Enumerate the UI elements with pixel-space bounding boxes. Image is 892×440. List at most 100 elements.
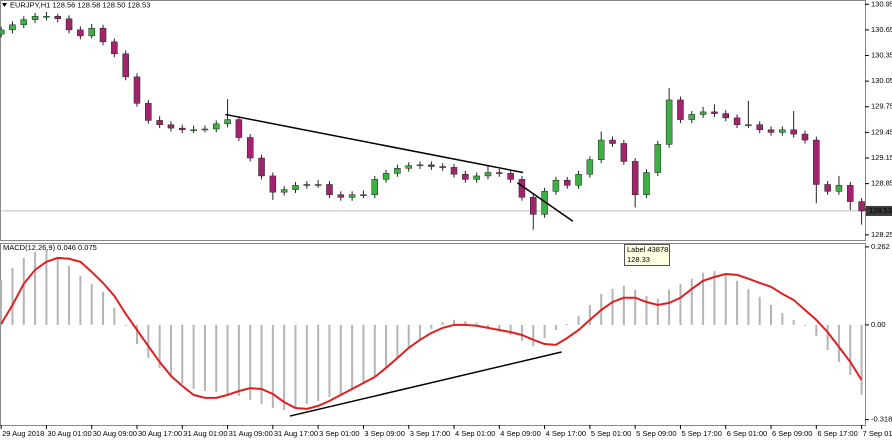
candle-body bbox=[643, 172, 650, 195]
histogram-bar bbox=[249, 324, 252, 400]
histogram-bar bbox=[634, 289, 637, 325]
candle-body bbox=[711, 111, 718, 114]
candle-body bbox=[654, 144, 662, 173]
candle-body bbox=[779, 129, 786, 133]
histogram-bar bbox=[113, 307, 116, 325]
candle-body bbox=[835, 185, 843, 192]
candle-body bbox=[167, 124, 175, 129]
histogram-bar bbox=[747, 288, 750, 325]
candle-body bbox=[133, 76, 141, 104]
price-title: EURJPY,H1 128.56 128.58 128.50 128.53 bbox=[10, 0, 150, 9]
histogram-bar bbox=[498, 324, 501, 330]
histogram-bar bbox=[102, 291, 105, 325]
candle-body bbox=[246, 137, 254, 159]
candle-body bbox=[77, 29, 84, 37]
candle-body bbox=[371, 179, 379, 195]
candle-body bbox=[722, 113, 729, 119]
candle-body bbox=[462, 173, 469, 180]
histogram-bar bbox=[34, 251, 37, 325]
candle-body bbox=[790, 129, 797, 135]
x-tick-label: 3 Sep 17:00 bbox=[410, 429, 450, 438]
candle-body bbox=[213, 123, 220, 130]
candle-body bbox=[99, 27, 107, 43]
candle-body bbox=[733, 117, 741, 125]
x-tick-label: 5 Sep 01:00 bbox=[591, 429, 631, 438]
x-tick-label: 3 Sep 09:00 bbox=[364, 429, 404, 438]
candle-body bbox=[530, 197, 537, 215]
histogram-bar bbox=[68, 265, 71, 325]
candle-body bbox=[54, 15, 61, 20]
histogram-bar bbox=[294, 324, 297, 409]
histogram-bar bbox=[385, 324, 388, 368]
x-tick-label: 31 Aug 09:00 bbox=[229, 429, 273, 438]
candle-body bbox=[586, 159, 594, 175]
candle-body bbox=[394, 168, 401, 174]
candle-body bbox=[190, 129, 197, 132]
histogram-bar bbox=[90, 283, 93, 325]
current-price-box bbox=[866, 205, 892, 216]
candle-body bbox=[631, 161, 639, 195]
candle-body bbox=[0, 29, 5, 35]
x-tick-label: 3 Sep 01:00 bbox=[319, 429, 359, 438]
histogram-bar bbox=[577, 315, 580, 325]
histogram-bar bbox=[622, 285, 625, 325]
histogram-bar bbox=[396, 324, 399, 358]
x-tick-label: 6 Sep 01:00 bbox=[727, 429, 767, 438]
candle-body bbox=[156, 120, 163, 125]
y-tick-label: 128.85 bbox=[871, 179, 892, 188]
x-tick-label: 30 Aug 01:00 bbox=[47, 429, 91, 438]
histogram-bar bbox=[45, 249, 48, 325]
candle-body bbox=[699, 111, 707, 115]
candle-body bbox=[450, 167, 458, 175]
x-tick-label: 29 Aug 2018 bbox=[2, 429, 44, 438]
y-tick-label: 129.45 bbox=[871, 127, 892, 136]
x-tick-label: 6 Sep 17:00 bbox=[817, 429, 857, 438]
histogram-bar bbox=[781, 313, 784, 325]
y-tick-label: 0.00 bbox=[871, 320, 886, 329]
histogram-bar bbox=[713, 271, 716, 325]
histogram-bar bbox=[792, 319, 795, 325]
candle-body bbox=[858, 201, 865, 212]
histogram-bar bbox=[305, 324, 308, 404]
candle-body bbox=[179, 127, 186, 131]
histogram-bar bbox=[532, 324, 535, 347]
histogram-bar bbox=[826, 324, 829, 350]
histogram-bar bbox=[351, 324, 354, 389]
signal-line bbox=[0, 256, 863, 410]
trendline bbox=[516, 182, 574, 222]
label-price: 128.33 bbox=[627, 255, 650, 264]
histogram-bar bbox=[520, 324, 523, 341]
candle-body bbox=[428, 164, 435, 167]
label-box bbox=[624, 244, 670, 266]
candle-body bbox=[620, 143, 628, 162]
histogram-bar bbox=[668, 289, 671, 325]
histogram-bar bbox=[0, 279, 3, 325]
histogram-bar bbox=[543, 324, 546, 339]
histogram-bar bbox=[181, 324, 184, 384]
y-tick-label: 129.15 bbox=[871, 153, 892, 162]
histogram-bar bbox=[837, 324, 840, 362]
histogram-bar bbox=[430, 324, 433, 329]
candle-body bbox=[65, 18, 73, 31]
candle-body bbox=[292, 185, 299, 190]
candle-body bbox=[688, 114, 696, 120]
candle-body bbox=[360, 194, 367, 196]
x-tick-label: 5 Sep 09:00 bbox=[636, 429, 676, 438]
candle-body bbox=[405, 165, 412, 169]
candle-body bbox=[326, 184, 333, 195]
x-tick-label: 4 Sep 01:00 bbox=[455, 429, 495, 438]
candle-body bbox=[518, 179, 526, 198]
x-tick-label: 4 Sep 17:00 bbox=[546, 429, 586, 438]
y-tick-label: 130.65 bbox=[871, 25, 892, 34]
x-tick-label: 6 Sep 09:00 bbox=[772, 429, 812, 438]
histogram-bar bbox=[419, 324, 422, 340]
histogram-bar bbox=[147, 324, 150, 358]
candle-body bbox=[473, 175, 480, 180]
histogram-bar bbox=[56, 257, 59, 325]
candle-body bbox=[303, 184, 311, 186]
histogram-bar bbox=[486, 324, 489, 327]
candle-body bbox=[801, 133, 809, 141]
candle-body bbox=[31, 15, 39, 20]
histogram-bar bbox=[453, 319, 456, 325]
